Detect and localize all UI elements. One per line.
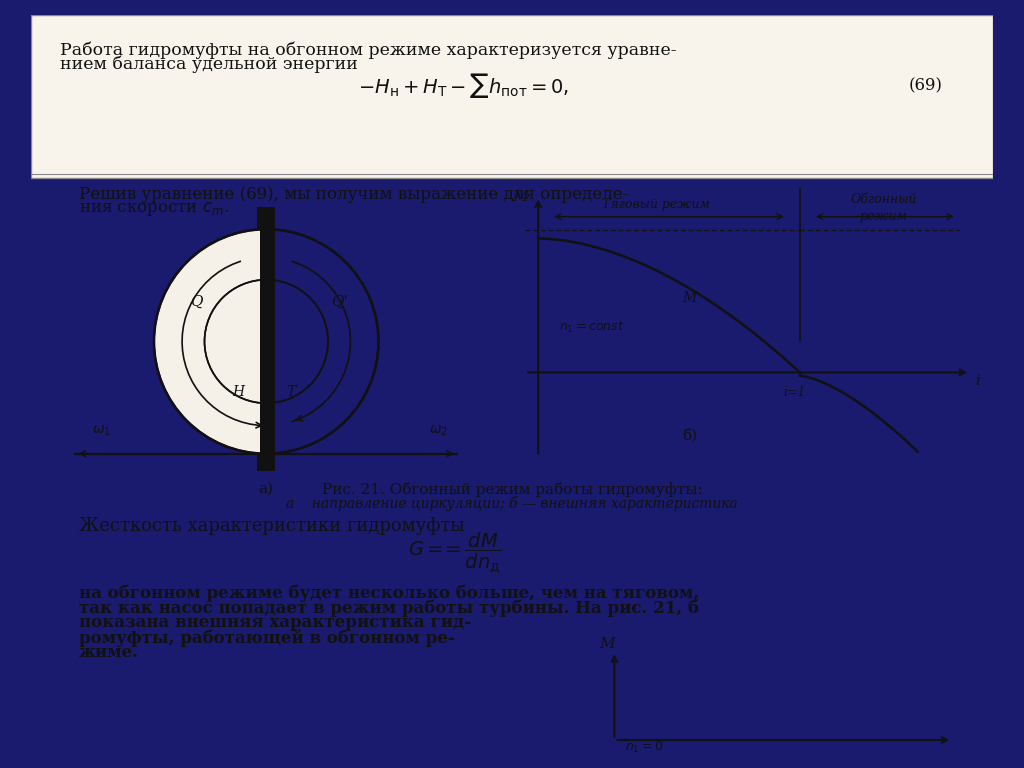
Text: i=1: i=1 — [783, 386, 806, 399]
Bar — [259, 211, 273, 231]
Text: (69): (69) — [909, 77, 943, 94]
Text: Жесткость характеристики гидромуфты: Жесткость характеристики гидромуфты — [79, 517, 465, 535]
Text: Q': Q' — [331, 295, 347, 310]
Bar — [259, 213, 273, 471]
Text: i: i — [976, 374, 980, 388]
FancyBboxPatch shape — [31, 15, 993, 177]
Text: Рис. 21. Обгонный режим работы гидромуфты:: Рис. 21. Обгонный режим работы гидромуфт… — [322, 482, 702, 497]
Bar — [259, 450, 273, 471]
Wedge shape — [205, 280, 266, 403]
Text: $\omega_1$: $\omega_1$ — [92, 423, 112, 438]
Text: показана внешняя характеристика гид-: показана внешняя характеристика гид- — [79, 614, 471, 631]
Text: Тяговый режим: Тяговый режим — [602, 198, 710, 211]
Text: жиме.: жиме. — [79, 644, 139, 660]
Text: ромуфты, работающей в обгонном ре-: ромуфты, работающей в обгонном ре- — [79, 629, 455, 647]
Text: $n_1=const$: $n_1=const$ — [559, 319, 625, 335]
Text: а    направление циркуляции; б — внешняя характеристика: а направление циркуляции; б — внешняя ха… — [286, 496, 738, 511]
Text: нием баланса удельной энергии: нием баланса удельной энергии — [59, 56, 357, 74]
Text: M: M — [512, 190, 527, 204]
Text: Обгонный: Обгонный — [850, 194, 916, 207]
Text: б): б) — [682, 429, 697, 442]
Bar — [257, 207, 275, 471]
Text: Q: Q — [190, 295, 203, 310]
Text: $-H_{\rm н} + H_{\rm T} - \sum h_{\rm пот} = 0,$: $-H_{\rm н} + H_{\rm T} - \sum h_{\rm по… — [358, 71, 569, 100]
Text: ния скорости $c_m$.: ния скорости $c_m$. — [79, 200, 228, 218]
Text: $G =\!\!= \dfrac{dM}{dn_{\rm д}}$: $G =\!\!= \dfrac{dM}{dn_{\rm д}}$ — [408, 531, 501, 576]
Text: M: M — [599, 637, 614, 651]
Text: M: M — [682, 291, 696, 305]
Text: Решив уравнение (69), мы получим выражение для определе-: Решив уравнение (69), мы получим выражен… — [79, 187, 628, 204]
Text: режим: режим — [859, 210, 907, 223]
Text: $n_1=0$: $n_1=0$ — [625, 740, 663, 756]
Text: H: H — [232, 385, 245, 399]
Text: T: T — [287, 385, 296, 399]
Text: на обгонном режиме будет несколько больше, чем на тяговом,: на обгонном режиме будет несколько больш… — [79, 584, 699, 602]
Text: а): а) — [259, 482, 273, 496]
Text: Работа гидромуфты на обгонном режиме характеризуется уравне-: Работа гидромуфты на обгонном режиме хар… — [59, 41, 676, 58]
Wedge shape — [154, 229, 266, 454]
Text: так как насос попадает в режим работы турбины. На рис. 21, б: так как насос попадает в режим работы ту… — [79, 599, 698, 617]
Text: $\omega_2$: $\omega_2$ — [429, 423, 447, 438]
